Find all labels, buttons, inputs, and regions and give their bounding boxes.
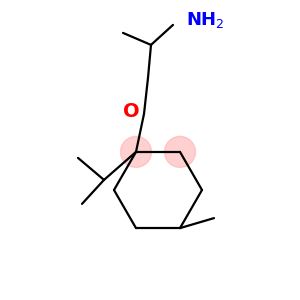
Circle shape bbox=[121, 136, 152, 167]
Circle shape bbox=[164, 136, 196, 167]
Text: NH$_2$: NH$_2$ bbox=[186, 10, 225, 30]
Text: O: O bbox=[123, 102, 139, 122]
